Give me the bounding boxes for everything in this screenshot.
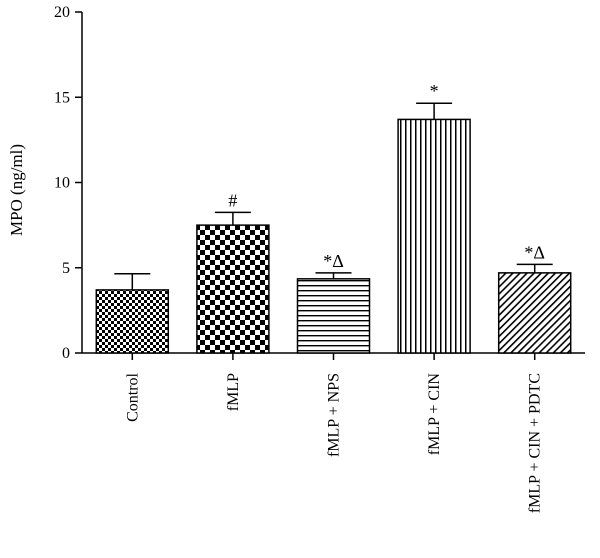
x-tick-label: fMLP + CIN + PDTC (527, 373, 544, 513)
y-tick-label: 20 (54, 4, 70, 21)
significance-marker: # (228, 190, 237, 210)
x-tick-labels: Control fMLP fMLP + NPS fMLP + CIN fMLP + CI… (124, 372, 543, 513)
bar-fmlp-cin-pdtc (497, 272, 572, 354)
y-tick-label: 0 (62, 345, 70, 362)
x-tick-label: fMLP + NPS (326, 373, 343, 457)
x-tick-label: fMLP + CIN (426, 373, 443, 456)
y-tick-label: 10 (54, 175, 70, 192)
x-tick-label: Control (124, 372, 141, 421)
y-ticks: 0 5 10 15 20 (54, 4, 82, 362)
x-tick-label: fMLP (225, 373, 242, 411)
bar-control (95, 289, 170, 354)
bars (95, 102, 572, 354)
y-axis-label: MPO (ng/ml) (7, 144, 26, 236)
bar-fmlp (196, 224, 270, 354)
y-tick-label: 15 (54, 89, 70, 106)
significance-marker: *Δ (323, 251, 344, 271)
significance-marker: *Δ (524, 242, 545, 262)
x-ticks (131, 353, 536, 360)
significance-marker: * (430, 81, 439, 101)
y-tick-label: 5 (62, 260, 70, 277)
bar-fmlp-nps (296, 278, 371, 354)
bar-fmlp-cin (397, 118, 471, 354)
significance-annotations: # *Δ * *Δ (228, 81, 545, 271)
